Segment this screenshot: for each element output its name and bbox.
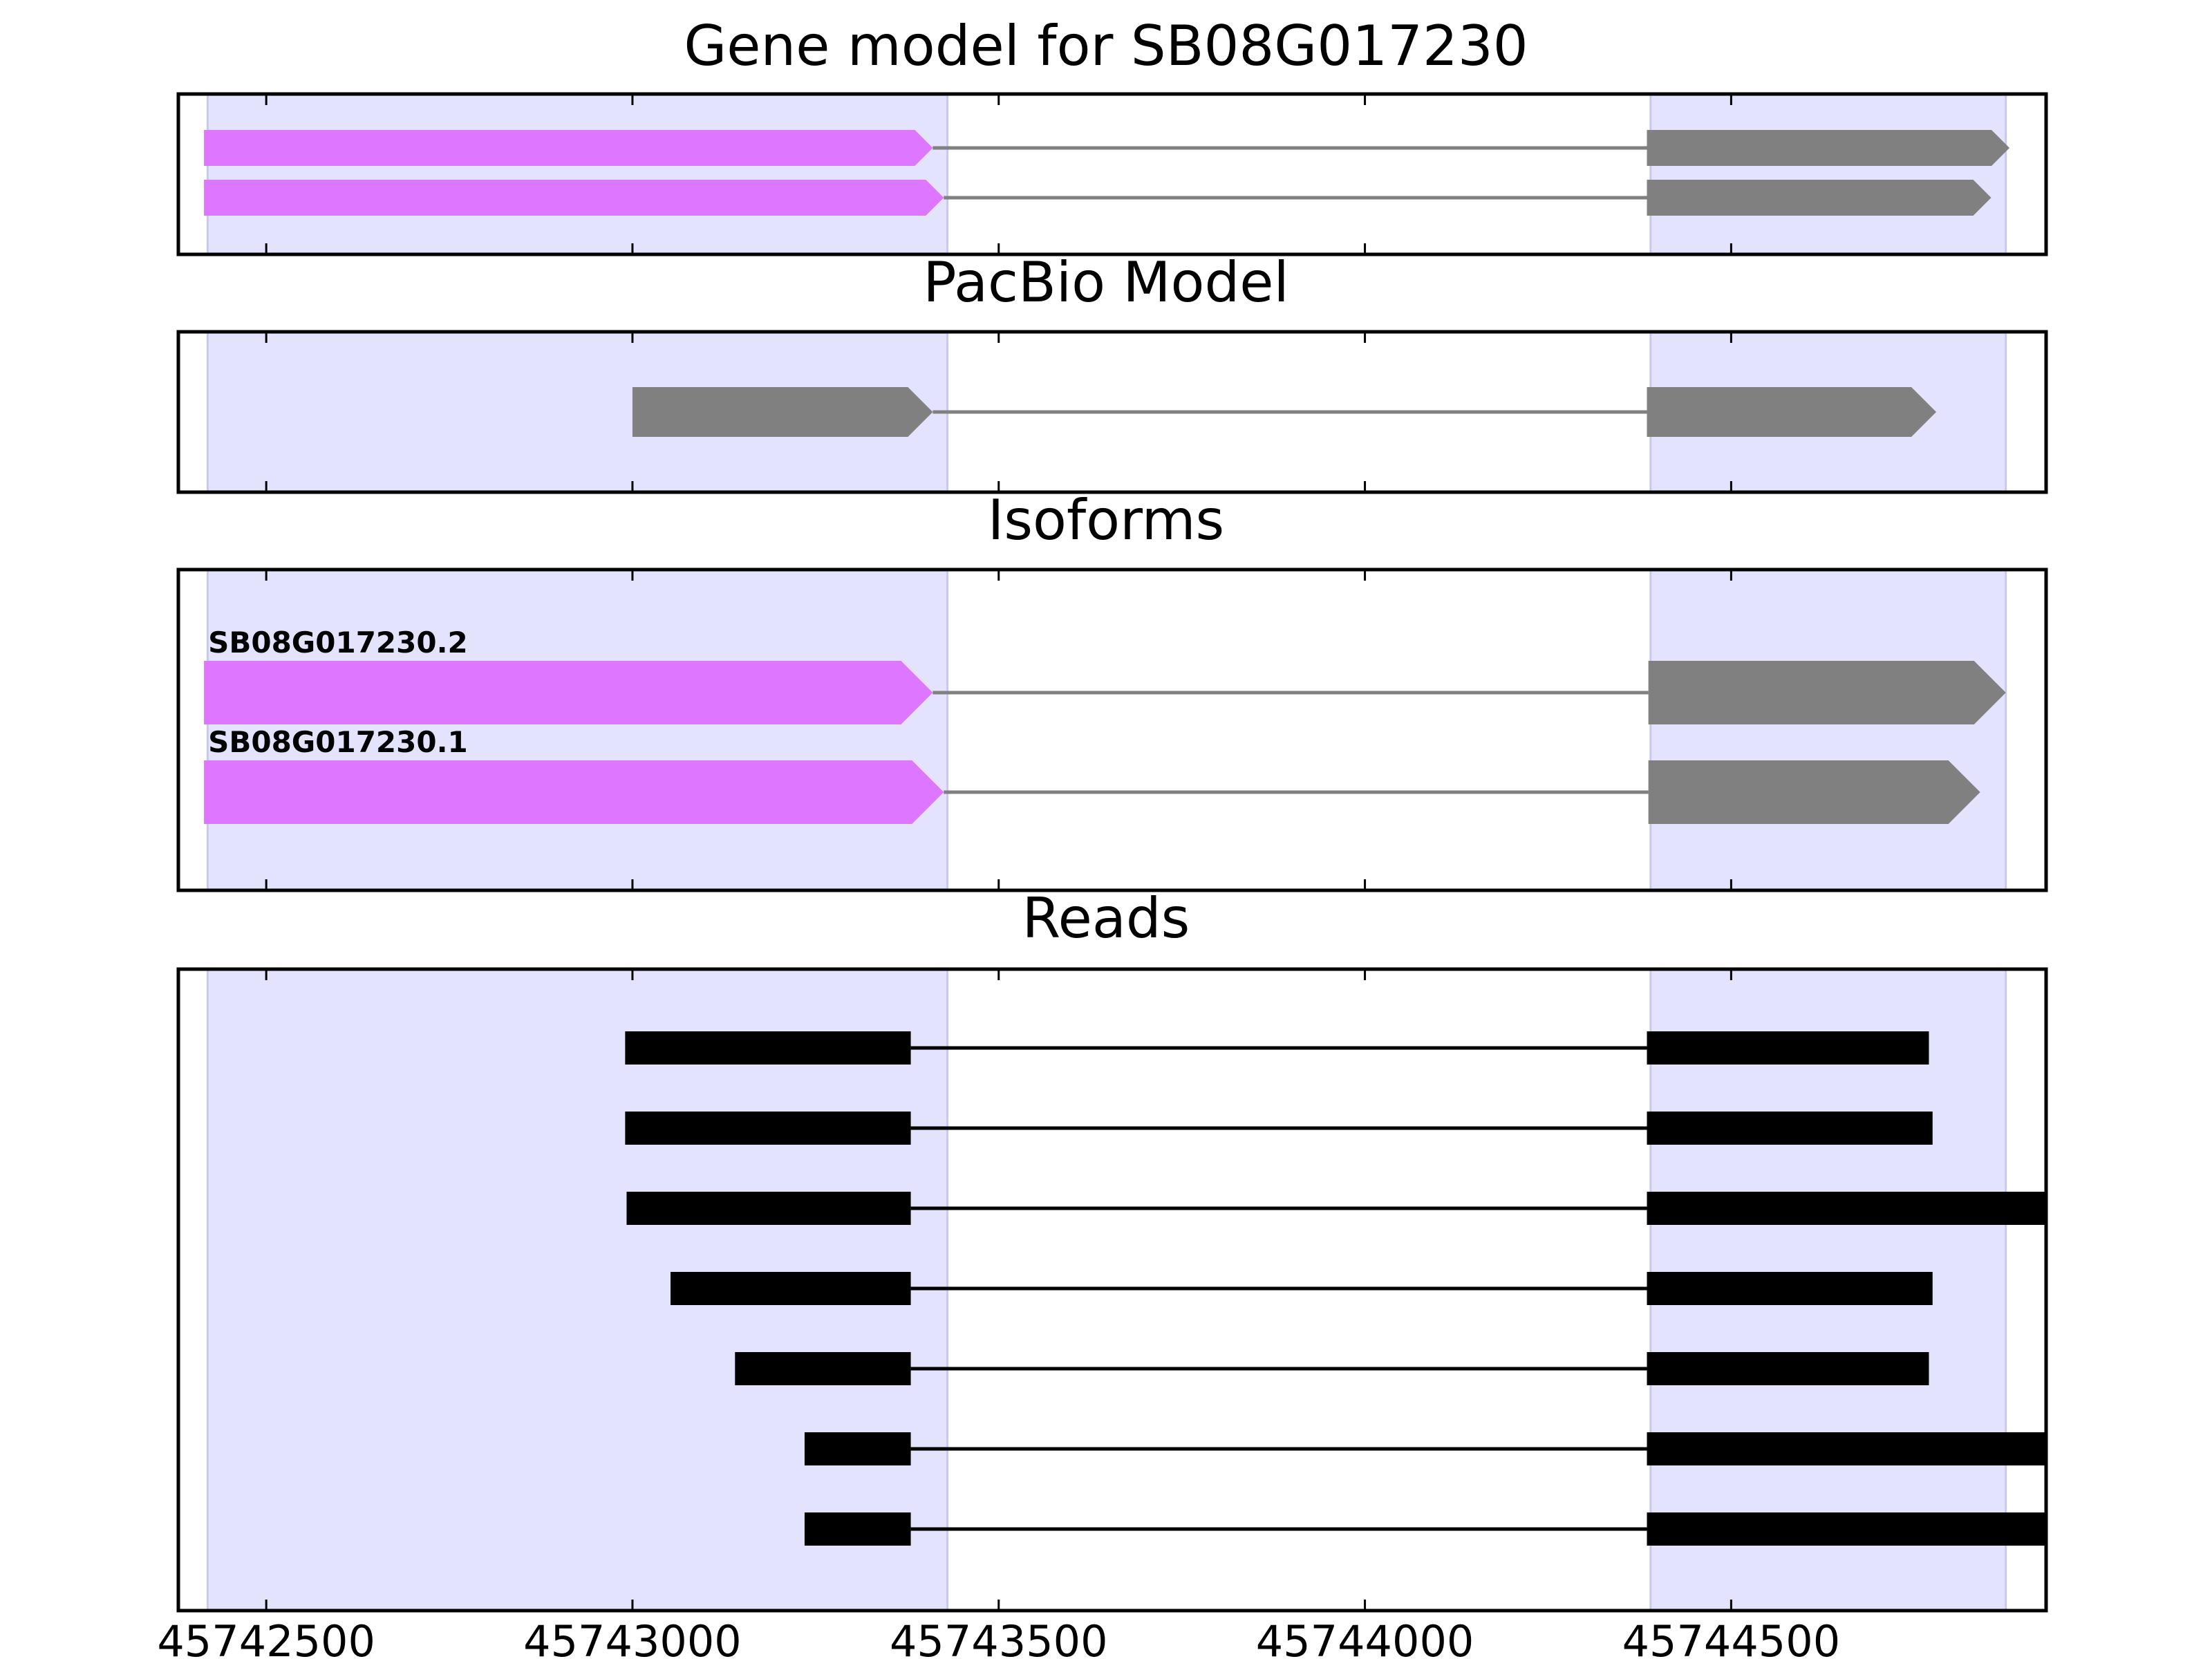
panel-title: Isoforms (988, 488, 1224, 552)
read-block (1647, 1432, 2046, 1465)
read-track (626, 1192, 2046, 1225)
read-track (625, 1031, 1929, 1065)
read-track (735, 1352, 1929, 1385)
coding-exon (1647, 130, 2010, 166)
read-track (804, 1432, 2046, 1465)
panel-frame (176, 967, 2048, 1613)
transcript-track (204, 760, 1980, 824)
isoform-label: SB08G017230.1 (208, 725, 468, 759)
read-block (1647, 1112, 1933, 1145)
x-tick-label: 45742500 (157, 1616, 375, 1659)
exon-region-shade (206, 94, 949, 254)
x-tick-label: 45743500 (890, 1616, 1108, 1659)
panel-plot-area (176, 92, 2048, 256)
read-block (1647, 1031, 1929, 1065)
read-block (626, 1192, 911, 1225)
coding-exon (1648, 661, 2006, 724)
read-block (625, 1031, 911, 1065)
panel-plot-area: SB08G017230.2 SB08G017230.1 (176, 568, 2048, 892)
x-tick-label: 45743000 (523, 1616, 742, 1659)
panel-frame (176, 568, 2048, 892)
x-tick-label: 45744500 (1622, 1616, 1841, 1659)
panel-isoforms: Isoforms SB08G017230.2 SB08G017230.1 (176, 488, 2048, 892)
utr-exon (204, 661, 933, 724)
read-block (804, 1432, 911, 1465)
read-block (735, 1352, 911, 1385)
panel-title: Reads (1022, 886, 1190, 950)
exon-region-shade (1649, 570, 2007, 890)
read-track (625, 1112, 1933, 1145)
read-block (625, 1112, 911, 1145)
read-block (804, 1512, 911, 1546)
read-block (1647, 1192, 2046, 1225)
panel-pacbio-model: PacBio Model (176, 250, 2048, 494)
panel-gene-model: Gene model for SB08G017230 (176, 14, 2048, 256)
utr-exon (204, 760, 944, 824)
x-tick-label: 45744000 (1256, 1616, 1474, 1659)
read-block (1647, 1352, 1929, 1385)
read-track (804, 1512, 2046, 1546)
coding-exon (632, 387, 933, 437)
exon-region-shade (206, 570, 949, 890)
panel-reads: Reads (176, 886, 2048, 1613)
isoform-label: SB08G017230.2 (208, 626, 468, 659)
panel-plot-area (176, 330, 2048, 494)
panel-title: Gene model for SB08G017230 (684, 14, 1528, 78)
panel-frame (176, 92, 2048, 256)
utr-exon (204, 180, 944, 216)
coding-exon (1647, 180, 1991, 216)
panel-frame (176, 330, 2048, 494)
transcript-track (204, 661, 2006, 724)
transcript-track (204, 180, 1991, 216)
read-block (1647, 1512, 2046, 1546)
panel-title: PacBio Model (923, 250, 1288, 315)
read-block (1647, 1272, 1933, 1305)
coding-exon (1648, 760, 1980, 824)
panel-plot-area (176, 967, 2048, 1613)
x-axis-tick-labels: 45742500 45743000 45743500 45744000 45744500 (157, 1616, 1840, 1659)
utr-exon (204, 130, 933, 166)
exon-region-shade (1649, 94, 2007, 254)
transcript-track (204, 130, 2010, 166)
coding-exon (1647, 387, 1937, 437)
transcript-track (632, 387, 1937, 437)
read-block (671, 1272, 911, 1305)
read-track (671, 1272, 1933, 1305)
